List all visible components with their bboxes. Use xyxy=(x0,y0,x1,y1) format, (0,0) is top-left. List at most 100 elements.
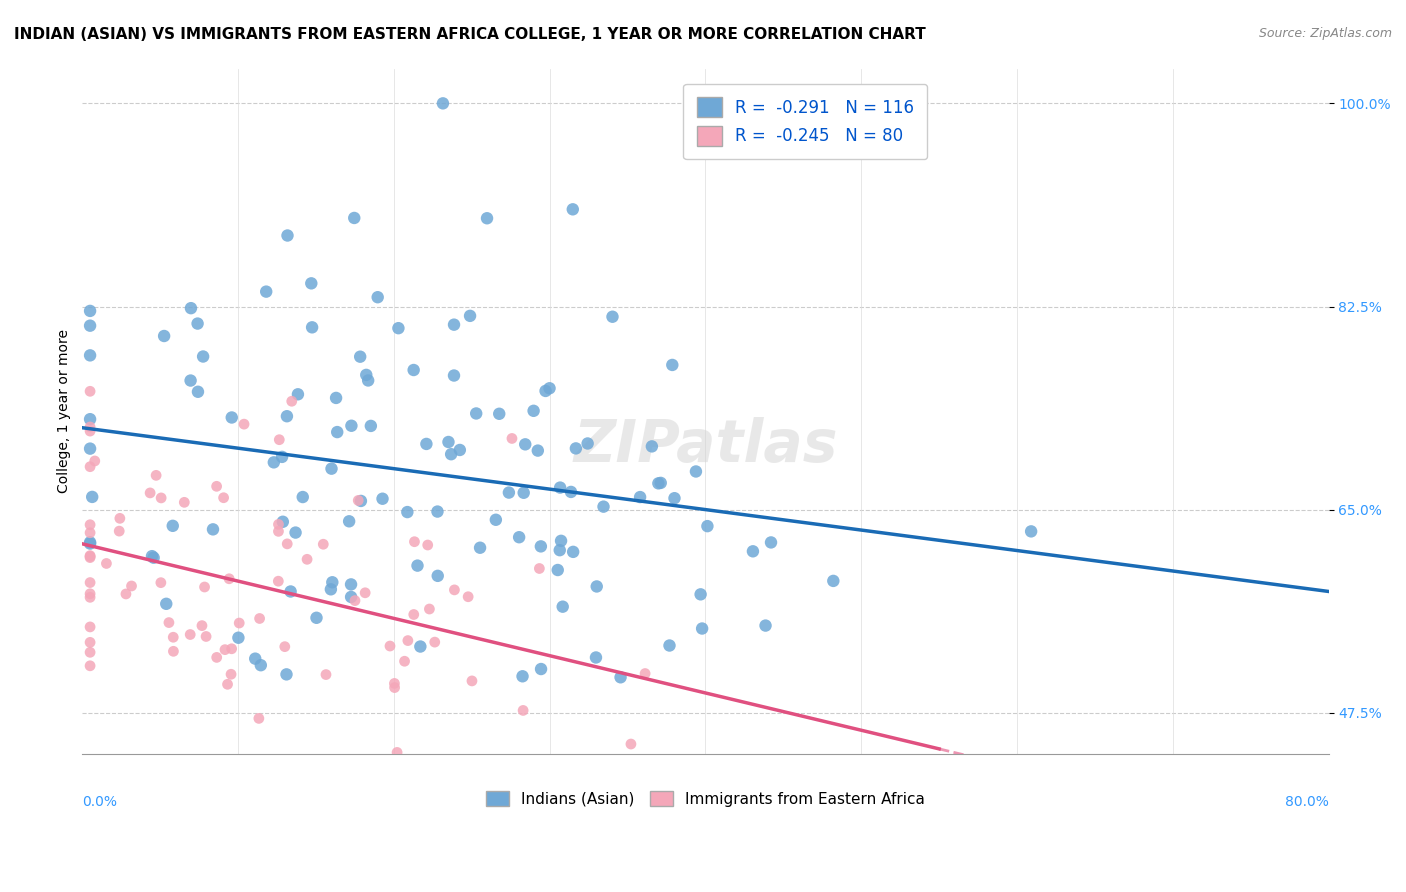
Point xyxy=(367,290,389,304)
Point xyxy=(501,432,523,446)
Point xyxy=(295,552,318,566)
Point xyxy=(437,435,460,450)
Point xyxy=(108,524,131,538)
Point xyxy=(404,534,426,549)
Point xyxy=(527,443,550,458)
Point xyxy=(475,211,498,226)
Point xyxy=(162,518,184,533)
Point xyxy=(83,454,105,468)
Point xyxy=(79,424,101,438)
Point xyxy=(340,577,363,591)
Point xyxy=(685,465,707,479)
Point xyxy=(356,368,378,382)
Point xyxy=(620,737,643,751)
Point xyxy=(385,746,408,760)
Point xyxy=(418,602,440,616)
Point xyxy=(180,374,202,388)
Point xyxy=(276,409,298,424)
Point xyxy=(394,654,416,668)
Point xyxy=(340,418,363,433)
Point xyxy=(218,572,240,586)
Point xyxy=(267,524,290,539)
Point xyxy=(214,642,236,657)
Point xyxy=(560,484,582,499)
Point xyxy=(269,433,291,447)
Point xyxy=(548,481,571,495)
Point xyxy=(443,582,465,597)
Point xyxy=(488,407,510,421)
Point xyxy=(449,442,471,457)
Point xyxy=(548,543,571,558)
Point xyxy=(79,412,101,426)
Point xyxy=(343,211,366,225)
Point xyxy=(284,525,307,540)
Text: INDIAN (ASIAN) VS IMMIGRANTS FROM EASTERN AFRICA COLLEGE, 1 YEAR OR MORE CORRELA: INDIAN (ASIAN) VS IMMIGRANTS FROM EASTER… xyxy=(14,27,925,42)
Point xyxy=(315,667,337,681)
Point xyxy=(162,644,184,658)
Point xyxy=(173,495,195,509)
Point xyxy=(325,391,347,405)
Point xyxy=(254,285,277,299)
Point xyxy=(276,228,298,243)
Point xyxy=(149,575,172,590)
Point xyxy=(512,669,534,683)
Point xyxy=(79,318,101,333)
Point xyxy=(561,202,583,217)
Point xyxy=(247,711,270,725)
Point xyxy=(423,635,446,649)
Y-axis label: College, 1 year or more: College, 1 year or more xyxy=(58,329,72,493)
Point xyxy=(150,491,173,505)
Point xyxy=(538,381,561,395)
Point xyxy=(191,618,214,632)
Point xyxy=(800,770,823,784)
Point xyxy=(228,631,250,645)
Point xyxy=(650,475,672,490)
Point xyxy=(115,587,138,601)
Point xyxy=(823,574,845,588)
Point xyxy=(384,681,406,695)
Point xyxy=(281,394,304,409)
Point xyxy=(212,491,235,505)
Point xyxy=(271,450,294,464)
Point xyxy=(79,549,101,563)
Point xyxy=(299,277,322,291)
Point xyxy=(432,96,454,111)
Point xyxy=(641,439,664,453)
Point xyxy=(280,584,302,599)
Point xyxy=(79,420,101,434)
Text: ZIPatlas: ZIPatlas xyxy=(574,417,838,474)
Point xyxy=(217,677,239,691)
Point xyxy=(343,593,366,607)
Point xyxy=(647,476,669,491)
Point xyxy=(276,537,298,551)
Point xyxy=(187,384,209,399)
Point xyxy=(79,517,101,532)
Point xyxy=(233,417,256,432)
Point xyxy=(193,580,215,594)
Point xyxy=(337,514,360,528)
Point xyxy=(759,535,782,549)
Point xyxy=(387,321,409,335)
Point xyxy=(415,437,437,451)
Point xyxy=(179,627,201,641)
Point xyxy=(378,639,401,653)
Point xyxy=(121,579,143,593)
Point xyxy=(79,442,101,456)
Point xyxy=(205,479,228,493)
Point xyxy=(267,574,290,589)
Point xyxy=(402,363,425,377)
Point xyxy=(443,368,465,383)
Point xyxy=(321,461,343,475)
Point xyxy=(512,485,534,500)
Point xyxy=(534,384,557,398)
Point xyxy=(634,666,657,681)
Point xyxy=(384,676,406,690)
Point xyxy=(440,447,463,461)
Text: 0.0%: 0.0% xyxy=(83,795,117,809)
Point xyxy=(249,611,271,625)
Point xyxy=(157,615,180,630)
Point xyxy=(426,569,449,583)
Point xyxy=(742,544,765,558)
Point xyxy=(576,436,599,450)
Point xyxy=(602,310,624,324)
